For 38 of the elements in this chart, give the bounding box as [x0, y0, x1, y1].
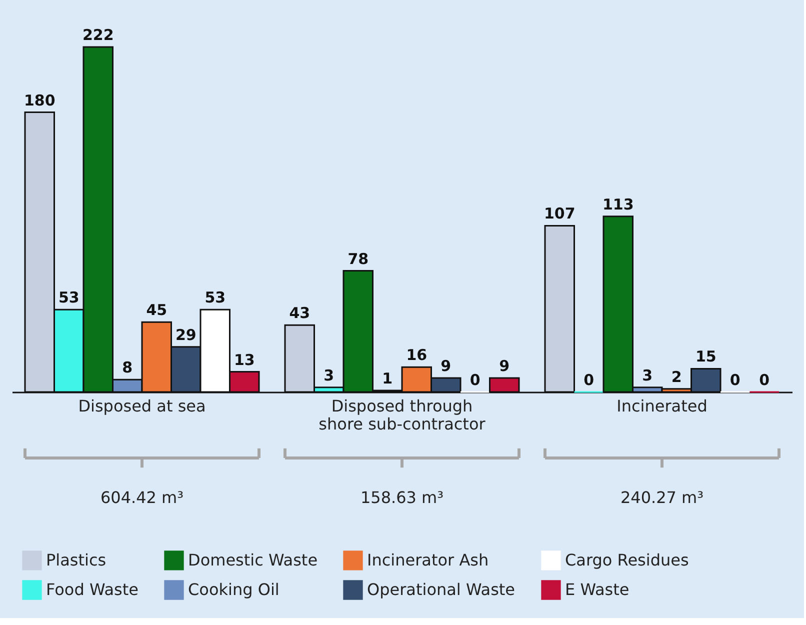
legend-label: Food Waste [46, 580, 139, 599]
legend-label: E Waste [565, 580, 630, 599]
data-label: 113 [602, 195, 634, 214]
legend-label: Plastics [46, 550, 106, 570]
data-label: 15 [695, 348, 716, 366]
data-label: 180 [24, 91, 56, 110]
data-label: 0 [584, 371, 594, 389]
data-label: 0 [730, 371, 740, 389]
legend-label: Incinerator Ash [367, 550, 489, 570]
data-label: 13 [234, 350, 255, 369]
legend-label: Cargo Residues [565, 550, 689, 570]
data-label: 16 [406, 346, 428, 364]
data-label: 0 [470, 371, 480, 389]
data-label: 8 [122, 358, 133, 377]
legend-label: Domestic Waste [188, 550, 318, 570]
text: 604.42 m³ [100, 488, 184, 507]
data-label: 0 [759, 371, 770, 389]
data-label: 43 [289, 304, 310, 322]
x-tick-label: Incinerated [616, 396, 708, 416]
data-label: 29 [175, 326, 196, 344]
data-label: 53 [58, 288, 80, 307]
data-label: 2 [671, 368, 682, 386]
data-label: 222 [82, 26, 114, 44]
data-label: 3 [324, 366, 334, 384]
data-label: 9 [499, 357, 510, 376]
data-label: 3 [642, 366, 653, 384]
legend-label: Operational Waste [367, 580, 516, 599]
x-tick-label: Disposed through shore sub-contractor [318, 396, 486, 434]
legend-label: Cooking Oil [188, 580, 280, 599]
data-label: 107 [544, 204, 576, 223]
x-tick-label: Disposed at sea [78, 396, 206, 416]
text: 240.27 m³ [620, 488, 704, 507]
data-label: 9 [440, 357, 452, 376]
text: 158.63 m³ [360, 488, 444, 507]
data-label: 1 [382, 369, 393, 388]
data-label: 45 [146, 301, 168, 320]
data-label: 78 [348, 250, 369, 268]
data-label: 53 [204, 288, 226, 307]
